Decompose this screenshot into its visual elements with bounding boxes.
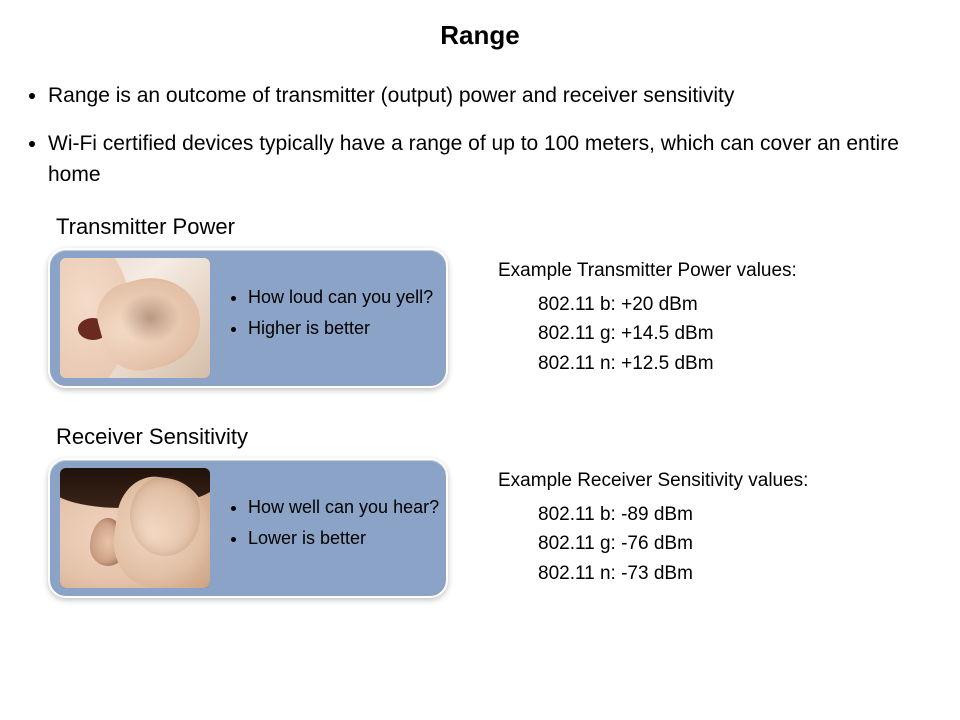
transmitter-label: Transmitter Power <box>56 214 960 240</box>
card-bullet: Higher is better <box>248 318 433 339</box>
card-bullet: How well can you hear? <box>248 497 439 518</box>
example-item: 802.11 n: -73 dBm <box>538 559 808 588</box>
example-item: 802.11 n: +12.5 dBm <box>538 349 797 378</box>
main-bullet: Range is an outcome of transmitter (outp… <box>48 81 936 111</box>
receiver-label: Receiver Sensitivity <box>56 424 960 450</box>
receiver-card: How well can you hear? Lower is better <box>48 458 448 598</box>
example-title: Example Transmitter Power values: <box>498 256 797 285</box>
receiver-card-bullets: How well can you hear? Lower is better <box>230 497 439 559</box>
card-bullet: How loud can you yell? <box>248 287 433 308</box>
example-title: Example Receiver Sensitivity values: <box>498 466 808 495</box>
example-item: 802.11 g: +14.5 dBm <box>538 319 797 348</box>
example-item: 802.11 b: -89 dBm <box>538 500 808 529</box>
transmitter-row: How loud can you yell? Higher is better … <box>48 248 960 388</box>
listen-image <box>60 468 210 588</box>
example-item: 802.11 g: -76 dBm <box>538 529 808 558</box>
receiver-row: How well can you hear? Lower is better E… <box>48 458 960 598</box>
card-bullet: Lower is better <box>248 528 439 549</box>
page-title: Range <box>0 0 960 51</box>
example-item: 802.11 b: +20 dBm <box>538 290 797 319</box>
receiver-examples: Example Receiver Sensitivity values: 802… <box>498 466 808 588</box>
transmitter-card-bullets: How loud can you yell? Higher is better <box>230 287 433 349</box>
transmitter-card: How loud can you yell? Higher is better <box>48 248 448 388</box>
transmitter-examples: Example Transmitter Power values: 802.11… <box>498 256 797 378</box>
main-bullet-list: Range is an outcome of transmitter (outp… <box>24 81 936 190</box>
main-bullet: Wi-Fi certified devices typically have a… <box>48 129 936 190</box>
yell-image <box>60 258 210 378</box>
